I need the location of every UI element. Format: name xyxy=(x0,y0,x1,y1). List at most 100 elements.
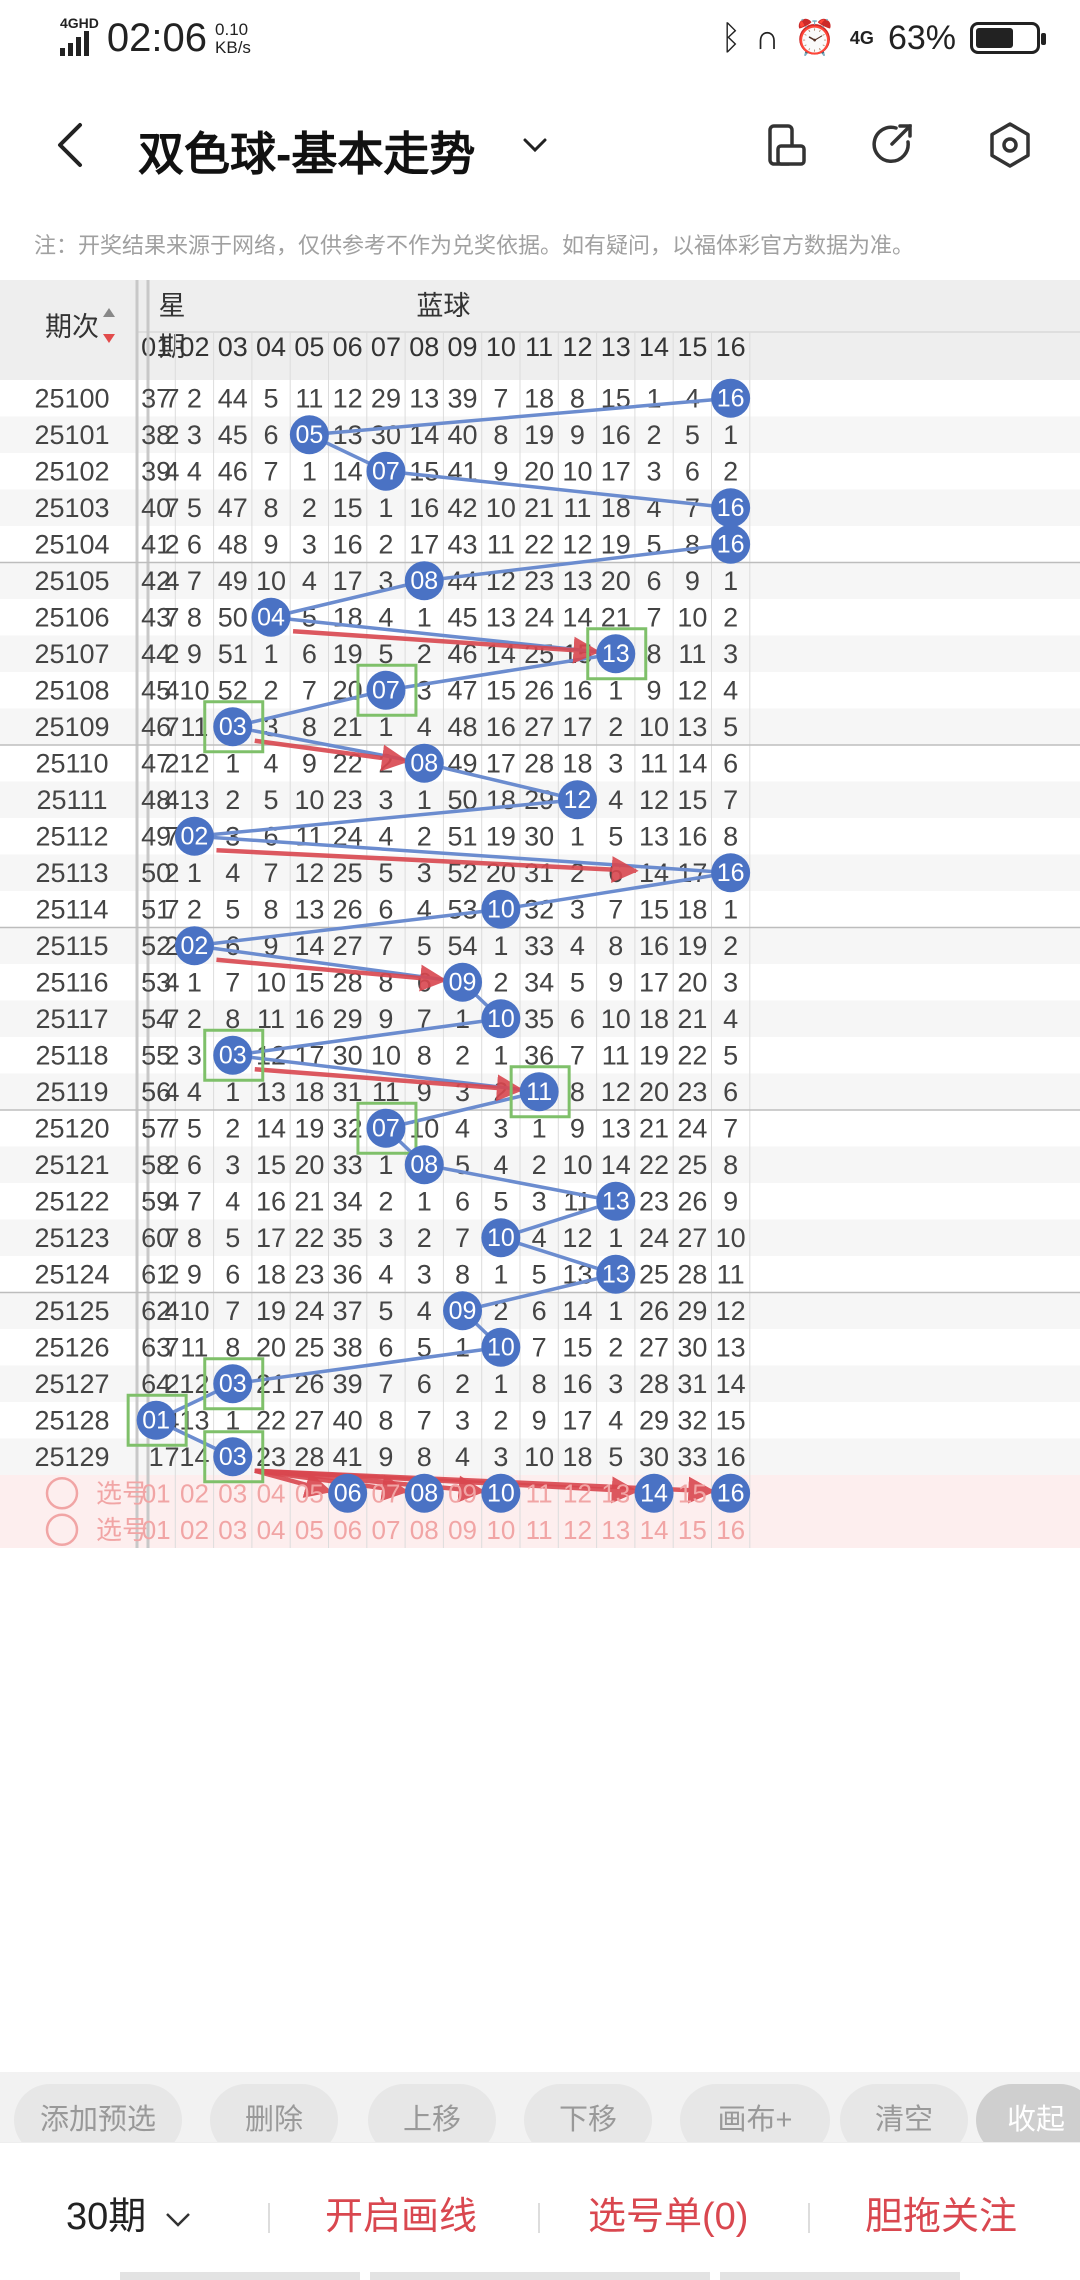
header-col-06: 06 xyxy=(333,332,363,362)
omission-cell: 19 xyxy=(524,420,554,450)
omission-cell: 34 xyxy=(524,967,554,997)
omission-cell: 4 xyxy=(647,493,662,523)
settings-hexagon-icon[interactable] xyxy=(985,120,1035,170)
omission-cell: 41 xyxy=(333,1442,363,1472)
omission-cell: 16 xyxy=(256,1186,286,1216)
omission-cell: 3 xyxy=(378,1223,393,1253)
omission-cell: 2 xyxy=(608,712,623,742)
trend-line xyxy=(152,396,733,1459)
select-number: 01 xyxy=(142,1515,171,1545)
omission-cell: 7 xyxy=(378,931,393,961)
omission-cell: 35 xyxy=(333,1223,363,1253)
omission-cell: 32 xyxy=(677,1405,707,1435)
blue-ball xyxy=(174,816,214,856)
omission-cell: 16 xyxy=(486,712,516,742)
chevron-down-icon[interactable] xyxy=(520,130,550,160)
draw-lines-button[interactable]: 开启画线 xyxy=(325,2196,478,2238)
omission-cell: 8 xyxy=(187,1223,202,1253)
selected-ball-number: 10 xyxy=(487,1479,515,1507)
omission-cell: 15 xyxy=(716,1405,746,1435)
divider xyxy=(808,2203,810,2233)
omission-cell: 4 xyxy=(455,1442,470,1472)
blue-ball-number: 08 xyxy=(410,749,438,777)
omission-cell: 4 xyxy=(570,931,585,961)
selection-list-button[interactable]: 选号单(0) xyxy=(588,2196,749,2238)
omission-cell: 16 xyxy=(409,493,439,523)
omission-cell: 26 xyxy=(639,1296,669,1326)
omission-cell: 45 xyxy=(448,602,478,632)
share-icon[interactable] xyxy=(868,120,918,170)
omission-cell: 7 xyxy=(264,456,279,486)
issue-cell: 25103 xyxy=(34,493,109,523)
omission-cell: 31 xyxy=(524,858,554,888)
omission-cell: 29 xyxy=(371,383,401,413)
header-issue: 期次 xyxy=(45,312,99,342)
omission-cell: 5 xyxy=(455,1150,470,1180)
header-col-12: 12 xyxy=(562,332,592,362)
omission-cell: 4 xyxy=(417,1296,432,1326)
omission-cell: 43 xyxy=(448,529,478,559)
omission-cell: 60 xyxy=(141,1223,171,1253)
omission-cell: 5 xyxy=(723,712,738,742)
omission-cell: 2 xyxy=(493,967,508,997)
omission-cell: 16 xyxy=(333,529,363,559)
omission-cell: 17 xyxy=(677,858,707,888)
omission-cell: 10 xyxy=(562,456,592,486)
omission-cell: 51 xyxy=(218,639,248,669)
omission-cell: 10 xyxy=(677,602,707,632)
page-title[interactable]: 双色球-基本走势 xyxy=(138,128,476,180)
omission-cell: 53 xyxy=(141,967,171,997)
omission-cell: 34 xyxy=(333,1186,363,1216)
omission-cell: 9 xyxy=(493,456,508,486)
omission-cell: 41 xyxy=(141,529,171,559)
period-selector[interactable]: 30期 xyxy=(66,2185,193,2240)
week-cell: 2 xyxy=(164,748,179,778)
omission-cell: 7 xyxy=(378,1369,393,1399)
chevron-down-icon xyxy=(165,2213,190,2227)
clock: 02:06 xyxy=(106,16,208,60)
omission-cell: 30 xyxy=(371,420,401,450)
omission-cell: 9 xyxy=(570,1113,585,1143)
issue-cell: 25116 xyxy=(35,967,108,997)
omission-cell: 27 xyxy=(294,1405,324,1435)
row-stripe xyxy=(0,1183,1080,1220)
omission-cell: 40 xyxy=(448,420,478,450)
omission-cell: 53 xyxy=(448,894,478,924)
omission-cell: 2 xyxy=(225,1113,240,1143)
blue-ball-number: 16 xyxy=(717,859,745,887)
omission-cell: 1 xyxy=(225,1405,240,1435)
omission-cell: 23 xyxy=(524,566,554,596)
issue-cell: 25124 xyxy=(34,1259,109,1289)
blue-ball-number: 07 xyxy=(372,676,400,704)
omission-cell: 1 xyxy=(723,566,738,596)
row-stripe xyxy=(0,599,1080,636)
week-cell: 4 xyxy=(164,1077,179,1107)
omission-cell: 20 xyxy=(677,967,707,997)
selected-ball-number: 08 xyxy=(410,1479,438,1507)
omission-cell: 46 xyxy=(218,456,248,486)
omission-cell: 6 xyxy=(264,821,279,851)
omission-cell: 35 xyxy=(524,1004,554,1034)
omission-cell: 51 xyxy=(448,821,478,851)
omission-cell: 11 xyxy=(602,1040,630,1070)
header-col-15: 15 xyxy=(677,332,707,362)
omission-cell: 51 xyxy=(141,894,171,924)
dantuo-follow-button[interactable]: 胆拖关注 xyxy=(865,2196,1018,2238)
omission-cell: 5 xyxy=(264,785,279,815)
back-arrow-icon[interactable] xyxy=(50,120,90,170)
select-radio xyxy=(45,1477,79,1510)
omission-cell: 2 xyxy=(723,456,738,486)
select-radio xyxy=(45,1513,79,1546)
omission-cell: 37 xyxy=(333,1296,363,1326)
issue-cell: 25127 xyxy=(34,1369,109,1399)
omission-cell: 18 xyxy=(486,785,516,815)
bluetooth-icon: ᛒ xyxy=(720,18,742,57)
week-cell: 2 xyxy=(164,858,179,888)
header-col-13: 13 xyxy=(601,332,631,362)
omission-cell: 43 xyxy=(141,602,171,632)
omission-cell: 8 xyxy=(685,529,700,559)
phone-rotate-icon[interactable] xyxy=(760,120,810,170)
omission-cell: 16 xyxy=(562,1369,592,1399)
blue-ball-number: 09 xyxy=(449,1297,477,1325)
omission-cell: 8 xyxy=(417,1442,432,1472)
